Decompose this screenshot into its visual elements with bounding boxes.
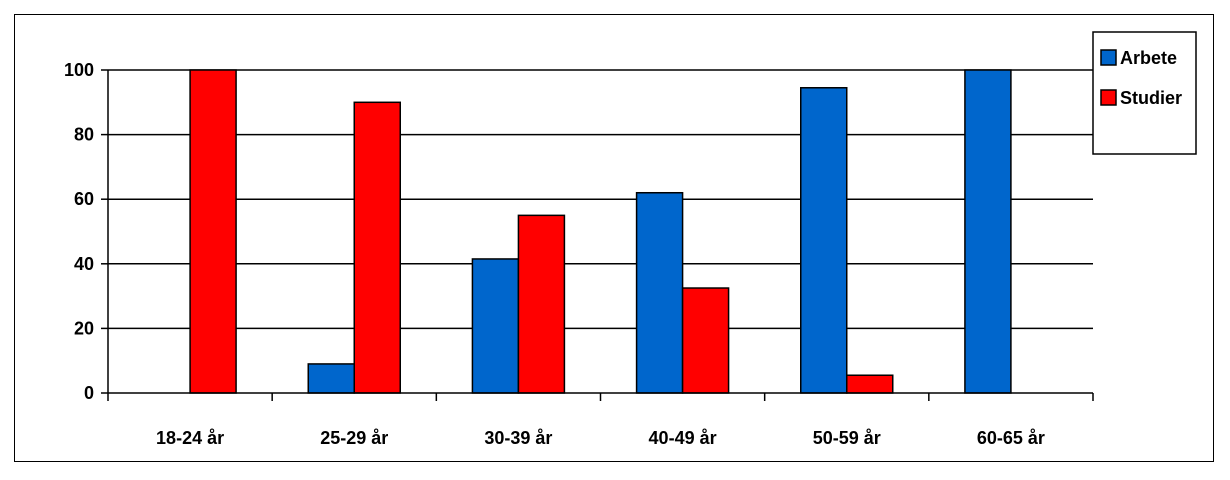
bar-studier-1 [353, 101, 401, 394]
bar-arbete-2 [471, 258, 520, 394]
bar-studier-2 [517, 214, 566, 394]
x-tick-label: 40-49 år [649, 428, 717, 448]
legend-swatch-studier [1100, 89, 1117, 106]
legend-label-arbete: Arbete [1120, 48, 1177, 68]
axes [107, 70, 1093, 394]
legend-label-studier: Studier [1120, 88, 1182, 108]
x-tick-label: 18-24 år [156, 428, 224, 448]
bar-arbete-5 [964, 69, 1012, 394]
bar-arbete-3 [635, 191, 684, 394]
bar-studier-4 [846, 374, 894, 394]
bar-studier-3 [681, 287, 730, 394]
y-axis-ticks: 0 20 40 60 80 100 [64, 60, 108, 403]
bar-studier-0 [189, 69, 237, 394]
y-tick-label: 80 [74, 125, 94, 145]
y-tick-label: 40 [74, 254, 94, 274]
y-tick-label: 100 [64, 60, 94, 80]
x-tick-label: 25-29 år [320, 428, 388, 448]
x-tick-label: 30-39 år [484, 428, 552, 448]
x-axis-ticks: 18-24 år 25-29 år 30-39 år 40-49 år 50-59 år… [107, 393, 1094, 448]
y-tick-label: 0 [84, 383, 94, 403]
legend: Arbete Studier [1092, 31, 1197, 155]
bars [189, 69, 1012, 394]
bar-arbete-4 [800, 87, 848, 394]
x-tick-label: 60-65 år [977, 428, 1045, 448]
gridlines [108, 69, 1093, 330]
y-tick-label: 60 [74, 189, 94, 209]
x-tick-label: 50-59 år [813, 428, 881, 448]
y-tick-label: 20 [74, 318, 94, 338]
bar-arbete-1 [307, 363, 355, 394]
legend-swatch-arbete [1100, 49, 1117, 66]
